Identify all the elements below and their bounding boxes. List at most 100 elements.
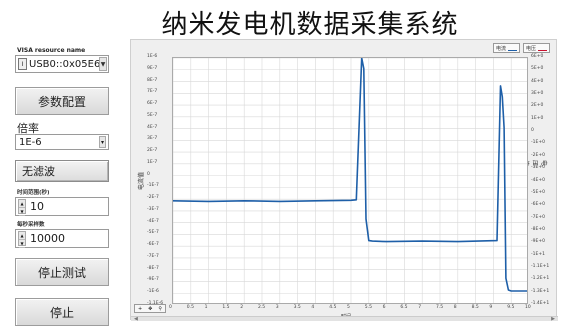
plot-legend: 电流 电压 [492, 43, 550, 53]
x-tick-label: 6.5 [400, 305, 408, 310]
y-tick-label-left: -2E-7 [147, 195, 159, 201]
zoom-icon[interactable]: ⚲ [158, 305, 162, 312]
y-tick-label-left: 1E-7 [147, 159, 158, 165]
y-tick-label-left: 2E-7 [147, 148, 158, 154]
y-tick-label-right: 1E+0 [531, 115, 544, 121]
scroll-left-icon[interactable]: ◀ [134, 316, 138, 322]
sample-rate-label: 每秒采样数 [17, 222, 45, 228]
legend-label-current: 电流 [495, 45, 506, 52]
params-config-button[interactable]: 参数配置 [15, 87, 109, 115]
stepper-icon[interactable]: ▲ ▼ [18, 199, 26, 216]
y-tick-label-right: -1E+0 [531, 140, 545, 146]
y-tick-label-right: -9E+0 [531, 239, 545, 245]
x-tick-label: 8.5 [471, 305, 479, 310]
rate-value: 1E-6 [19, 136, 42, 148]
pan-icon[interactable]: ✥ [148, 305, 153, 312]
chevron-down-icon[interactable]: ▼ [99, 57, 107, 71]
y-tick-label-right: 2E+0 [531, 103, 544, 109]
y-tick-label-right: -4E+0 [531, 177, 545, 183]
app-title: 纳米发电机数据采集系统 [161, 10, 459, 40]
x-tick-label: 8 [453, 305, 457, 310]
rate-label: 倍率 [17, 122, 39, 135]
x-tick-label: 1 [204, 305, 208, 310]
y-tick-label-left: -4E-7 [147, 218, 159, 224]
x-tick-label: 7.5 [436, 305, 444, 310]
sample-rate-value: 10000 [30, 232, 65, 245]
stop-button[interactable]: 停止 [15, 298, 109, 326]
x-tick-label: 5 [347, 305, 350, 310]
x-tick-label: 5.5 [364, 305, 372, 310]
x-tick-label: 6 [382, 305, 386, 310]
y-tick-label-right: -2E+0 [531, 152, 545, 158]
graph-scrollbar[interactable]: ◀ ▶ [131, 316, 558, 322]
y-tick-label-left: 4E-7 [147, 124, 158, 130]
x-tick-label: 0 [169, 305, 172, 310]
x-tick-label: 9.5 [507, 305, 515, 310]
x-tick-label: 1.5 [222, 305, 230, 310]
y-tick-label-left: 9E-7 [147, 65, 158, 71]
y-tick-label-left: -7E-7 [147, 253, 159, 259]
y-tick-label-right: -1.4E+1 [531, 301, 550, 306]
stop-test-button[interactable]: 停止测试 [15, 258, 109, 286]
y-tick-label-right: -1.3E+1 [531, 288, 550, 294]
y-tick-label-left: 3E-7 [147, 136, 158, 142]
y-tick-label-right: 0 [531, 128, 534, 134]
x-tick-label: 9 [489, 305, 493, 310]
y-tick-label-left: -9E-7 [147, 277, 159, 283]
y-tick-label-left: -8E-7 [147, 265, 159, 271]
chevron-down-icon[interactable]: ▾ [99, 136, 106, 148]
visa-resource-label: VISA resource name [17, 47, 86, 54]
y-tick-label-right: -6E+0 [531, 202, 545, 208]
sample-rate-field[interactable]: ▲ ▼ 10000 [15, 229, 109, 248]
y-tick-label-right: -5E+0 [531, 189, 545, 195]
plot-canvas [173, 58, 527, 303]
x-tick-label: 3 [275, 305, 279, 310]
y-tick-label-left: 1E-6 [147, 54, 158, 59]
series-line-0 [173, 58, 527, 292]
y-tick-label-left: -3E-7 [147, 206, 159, 212]
y-tick-label-right: 3E+0 [531, 91, 544, 97]
y-tick-label-left: 8E-7 [147, 77, 158, 83]
x-tick-label: 10 [525, 305, 531, 310]
x-tick-label: 0.5 [186, 305, 194, 310]
y-tick-label-right: 5E+0 [531, 66, 544, 72]
rate-select[interactable]: 1E-6 ▾ [15, 134, 109, 150]
y-tick-label-right: -1.1E+1 [531, 263, 550, 269]
io-icon: I [18, 58, 27, 70]
time-range-field[interactable]: ▲ ▼ 10 [15, 197, 109, 216]
legend-item-voltage[interactable]: 电压 [522, 43, 550, 53]
y-tick-label-right: -1E+1 [531, 251, 545, 257]
y-tick-label-left: 5E-7 [147, 112, 158, 118]
x-tick-label: 7 [418, 305, 422, 310]
plot-area[interactable] [172, 57, 528, 304]
y-tick-label-left: 6E-7 [147, 101, 158, 107]
graph-palette[interactable]: + ✥ ⚲ [134, 304, 166, 313]
legend-item-current[interactable]: 电流 [492, 43, 520, 53]
y-tick-label-right: -7E+0 [531, 214, 545, 220]
filter-select[interactable]: 无滤波 [15, 160, 109, 182]
y-tick-label-left: 7E-7 [147, 89, 158, 95]
cursor-icon[interactable]: + [137, 305, 143, 312]
y-tick-label-left: -1.1E-6 [147, 301, 163, 306]
x-tick-label: 2 [240, 305, 244, 310]
y-tick-label-right: -1.2E+1 [531, 276, 550, 282]
y-tick-label-left: 0 [147, 171, 150, 177]
legend-swatch-current [507, 46, 517, 51]
waveform-graph: 电流 电压 电流值 电压值 1E-69E-78E-77E-76E-75E-74E… [130, 39, 558, 322]
x-tick-label: 2.5 [258, 305, 266, 310]
x-tick-label: 4.5 [329, 305, 337, 310]
y-tick-label-right: -8E+0 [531, 226, 545, 232]
legend-label-voltage: 电压 [525, 45, 536, 52]
scroll-right-icon[interactable]: ▶ [551, 316, 555, 322]
time-range-label: 时间范围(秒) [17, 190, 50, 196]
y-tick-label-right: 6E+0 [531, 54, 544, 59]
y-tick-label-left: -1E-6 [147, 289, 159, 295]
x-tick-label: 3.5 [293, 305, 301, 310]
y-tick-label-left: -5E-7 [147, 230, 159, 236]
y-tick-label-left: -6E-7 [147, 242, 159, 248]
x-tick-label: 4 [311, 305, 315, 310]
left-axis-label: 电流值 [138, 171, 145, 190]
stepper-icon[interactable]: ▲ ▼ [18, 231, 26, 248]
legend-swatch-voltage [538, 46, 547, 51]
visa-resource-select[interactable]: I USB0::0x05E6: ▼ [15, 55, 109, 73]
